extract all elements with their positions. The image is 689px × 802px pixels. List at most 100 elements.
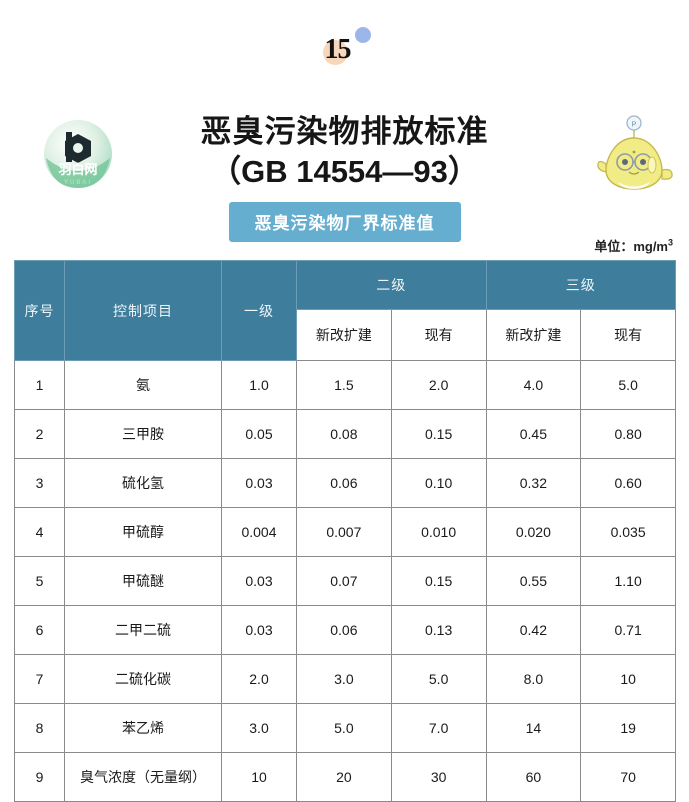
standards-table: 序号 控制项目 一级 二级 三级 新改扩建 现有 新改扩建 现有 1 氨 1.0 1.…: [14, 260, 676, 802]
blue-dot-decoration: [354, 27, 371, 43]
cell-level2-new: 20: [296, 752, 392, 802]
cell-level2-new: 0.08: [296, 409, 392, 459]
table-head: 序号 控制项目 一级 二级 三级 新改扩建 现有 新改扩建 现有: [14, 260, 676, 361]
unit-label: 单位：mg/m: [594, 239, 668, 254]
cell-level3-new: 8.0: [485, 654, 582, 704]
cell-level2-new: 5.0: [296, 703, 392, 753]
cell-level3-new: 4.0: [485, 360, 582, 410]
table-row: 5 甲硫醚 0.03 0.07 0.15 0.55 1.10: [14, 556, 676, 606]
cell-level3-existing: 0.80: [580, 409, 676, 459]
peach-circle-decoration: [322, 40, 348, 65]
cell-level2-new: 3.0: [296, 654, 392, 704]
cell-level3-existing: 10: [580, 654, 676, 704]
cell-index: 1: [14, 360, 65, 410]
cell-level3-existing: 19: [580, 703, 676, 753]
cell-item: 臭气浓度（无量纲）: [64, 752, 222, 802]
cell-index: 8: [14, 703, 65, 753]
col-header-level2-new: 新改扩建: [296, 309, 392, 361]
cell-level2-new: 1.5: [296, 360, 392, 410]
unit-note: 单位：mg/m3: [594, 236, 673, 255]
table-row: 2 三甲胺 0.05 0.08 0.15 0.45 0.80: [14, 409, 676, 459]
cell-item: 二甲二硫: [64, 605, 222, 655]
cell-level2-existing: 0.15: [390, 556, 487, 606]
cell-level2-existing: 30: [390, 752, 487, 802]
cell-level3-new: 0.020: [485, 507, 582, 557]
cell-level1: 3.0: [221, 703, 297, 753]
cell-level2-new: 0.007: [296, 507, 392, 557]
svg-text:YUBAI: YUBAI: [64, 180, 92, 186]
page-title: 恶臭污染物排放标准: [200, 114, 489, 149]
cell-level3-existing: 5.0: [580, 360, 676, 410]
col-header-level2: 二级: [296, 260, 487, 310]
cell-level3-existing: 0.71: [580, 605, 676, 655]
cell-index: 9: [14, 752, 65, 802]
cell-level3-existing: 70: [580, 752, 676, 802]
table-header-row-2: 新改扩建 现有 新改扩建 现有: [15, 309, 676, 361]
cell-level3-new: 14: [485, 703, 582, 753]
cell-level1: 10: [221, 752, 297, 802]
table-row: 8 苯乙烯 3.0 5.0 7.0 14 19: [14, 703, 676, 753]
cell-level2-existing: 7.0: [390, 703, 487, 753]
col-header-level2-existing: 现有: [390, 309, 487, 361]
table-row: 1 氨 1.0 1.5 2.0 4.0 5.0: [14, 360, 676, 410]
cell-index: 4: [14, 507, 65, 557]
mascot-icon: P: [592, 112, 676, 196]
cell-index: 2: [14, 409, 65, 459]
standard-code: （GB 14554—93）: [210, 154, 479, 189]
cell-level2-new: 0.07: [296, 556, 392, 606]
cell-level3-existing: 0.60: [580, 458, 676, 508]
cell-index: 5: [14, 556, 65, 606]
section-banner: 恶臭污染物厂界标准值: [228, 202, 461, 242]
cell-index: 6: [14, 605, 65, 655]
cell-level1: 0.004: [221, 507, 297, 557]
cell-level2-existing: 0.15: [390, 409, 487, 459]
svg-text:羽白网: 羽白网: [58, 162, 97, 177]
cell-item: 苯乙烯: [64, 703, 222, 753]
page-number-badge: 15: [0, 24, 689, 80]
cell-item: 二硫化碳: [64, 654, 222, 704]
col-header-level1: 一级: [221, 260, 297, 361]
cell-level3-new: 0.32: [485, 458, 582, 508]
cell-level2-existing: 5.0: [390, 654, 487, 704]
table-header-row-1: 序号 控制项目 一级 二级 三级: [14, 260, 676, 361]
cell-item: 甲硫醚: [64, 556, 222, 606]
col-header-item: 控制项目: [64, 260, 222, 361]
cell-level2-new: 0.06: [296, 458, 392, 508]
cell-index: 7: [14, 654, 65, 704]
cell-level1: 0.05: [221, 409, 297, 459]
cell-level1: 0.03: [221, 458, 297, 508]
cell-level2-existing: 0.13: [390, 605, 487, 655]
unit-exponent: 3: [667, 237, 673, 248]
cell-level3-existing: 0.035: [580, 507, 676, 557]
cell-level2-existing: 0.10: [390, 458, 487, 508]
cell-level2-new: 0.06: [296, 605, 392, 655]
col-header-level3: 三级: [485, 260, 676, 310]
table-row: 6 二甲二硫 0.03 0.06 0.13 0.42 0.71: [14, 605, 676, 655]
cell-level1: 2.0: [221, 654, 297, 704]
cell-level1: 1.0: [221, 360, 297, 410]
col-header-level3-new: 新改扩建: [485, 309, 582, 361]
title-block: 恶臭污染物排放标准 （GB 14554—93）: [0, 112, 689, 192]
cell-level1: 0.03: [221, 605, 297, 655]
cell-level1: 0.03: [221, 556, 297, 606]
cell-level2-existing: 0.010: [390, 507, 487, 557]
cell-item: 甲硫醇: [64, 507, 222, 557]
yubai-logo: 羽白网 YUBAI: [32, 112, 124, 196]
cell-item: 氨: [64, 360, 222, 410]
table-row: 4 甲硫醇 0.004 0.007 0.010 0.020 0.035: [14, 507, 676, 557]
cell-level3-new: 0.42: [485, 605, 582, 655]
cell-item: 三甲胺: [64, 409, 222, 459]
svg-text:P: P: [632, 122, 637, 129]
table-row: 9 臭气浓度（无量纲） 10 20 30 60 70: [14, 752, 676, 802]
standards-table-wrap: 序号 控制项目 一级 二级 三级 新改扩建 现有 新改扩建 现有 1 氨 1.0 1.…: [14, 260, 676, 802]
page-number: 15: [324, 34, 352, 65]
cell-level3-new: 0.45: [485, 409, 582, 459]
cell-level2-existing: 2.0: [390, 360, 487, 410]
cell-level3-new: 0.55: [485, 556, 582, 606]
table-row: 3 硫化氢 0.03 0.06 0.10 0.32 0.60: [14, 458, 676, 508]
cell-level3-new: 60: [485, 752, 582, 802]
cell-item: 硫化氢: [64, 458, 222, 508]
col-header-index: 序号: [14, 260, 65, 361]
cell-index: 3: [14, 458, 65, 508]
col-header-level3-existing: 现有: [580, 309, 676, 361]
